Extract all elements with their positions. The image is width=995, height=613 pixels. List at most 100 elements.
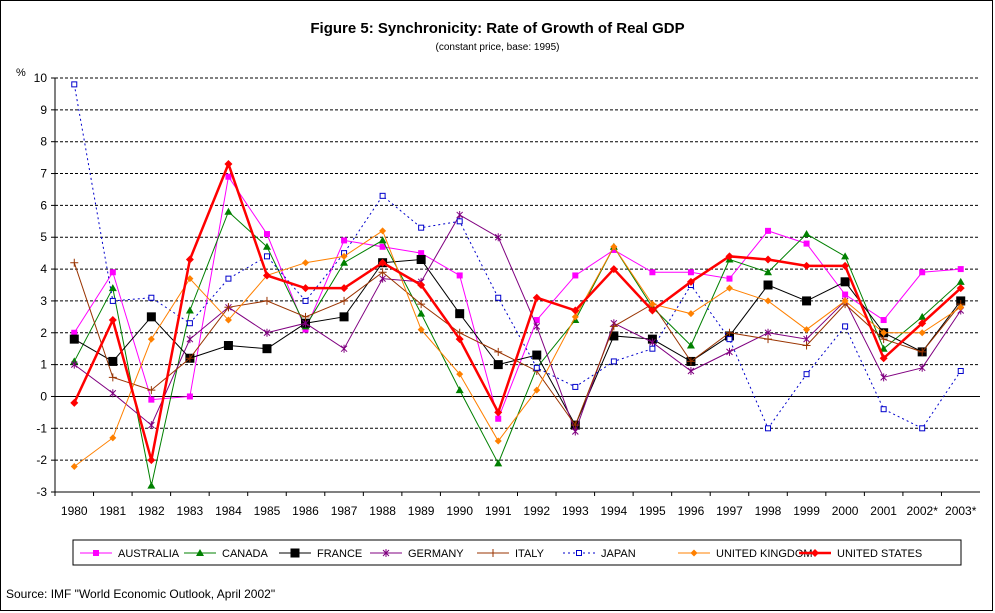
legend-label: GERMANY	[408, 548, 464, 560]
data-point-france	[108, 356, 118, 366]
data-point-france	[416, 255, 426, 265]
data-point-united-states	[532, 293, 541, 302]
y-tick-label: 1	[40, 358, 47, 372]
data-point-canada	[841, 252, 850, 260]
data-point-canada	[185, 306, 194, 314]
x-tick-label: 1987	[331, 504, 358, 518]
x-tick-label: 1982	[138, 504, 165, 518]
legend-swatch-marker	[811, 549, 819, 557]
x-tick-label: 1995	[639, 504, 666, 518]
data-point-australia	[572, 272, 579, 279]
data-point-australia	[649, 269, 656, 276]
data-point-germany	[533, 322, 541, 331]
data-point-australia	[456, 272, 463, 279]
data-point-united-kingdom	[648, 300, 656, 308]
data-point-canada	[417, 309, 426, 317]
data-point-japan	[148, 294, 155, 301]
data-point-united-states	[725, 252, 734, 261]
data-point-france	[802, 296, 812, 306]
data-point-united-states	[262, 271, 271, 280]
y-tick-label: -3	[36, 485, 47, 499]
x-tick-label: 1992	[523, 504, 550, 518]
data-point-italy	[224, 303, 233, 312]
legend-item-italy: ITALY	[477, 548, 545, 560]
y-axis-unit-label: %	[16, 67, 26, 79]
series-germany	[70, 210, 965, 436]
x-tick-label: 1989	[408, 504, 435, 518]
legend-swatch-marker	[576, 550, 582, 556]
series-line-italy	[73, 262, 962, 427]
data-point-germany	[918, 363, 926, 372]
data-point-united-states	[494, 408, 503, 417]
data-point-united-states	[841, 261, 850, 270]
data-point-germany	[726, 347, 733, 356]
data-point-canada	[764, 268, 773, 276]
data-point-australia	[186, 393, 193, 400]
chart-subtitle: (constant price, base: 1995)	[435, 42, 560, 53]
data-point-germany	[70, 360, 78, 369]
x-tick-label: 2003*	[945, 504, 977, 518]
y-tick-label: 10	[34, 71, 48, 85]
data-point-canada	[686, 341, 695, 349]
series-united-kingdom	[70, 227, 965, 471]
data-point-united-kingdom	[417, 326, 425, 334]
data-point-italy	[686, 357, 695, 366]
data-point-japan	[225, 275, 232, 282]
data-point-united-kingdom	[957, 303, 965, 311]
y-tick-label: -1	[36, 421, 47, 435]
data-point-united-kingdom	[610, 243, 618, 251]
data-point-italy	[609, 322, 618, 331]
data-point-germany	[456, 210, 464, 219]
data-point-australia	[919, 269, 926, 276]
data-point-united-states	[956, 284, 965, 293]
data-point-australia	[71, 329, 78, 336]
x-tick-label: 1985	[254, 504, 281, 518]
y-tick-label: 5	[40, 230, 47, 244]
data-point-japan	[765, 425, 772, 432]
x-tick-label: 2001	[870, 504, 897, 518]
data-point-canada	[802, 230, 811, 238]
data-point-japan	[957, 367, 964, 374]
legend: AUSTRALIA CANADA FRANCE GERMANY ITALY JAPAN UN…	[72, 539, 962, 566]
data-point-australia	[765, 227, 772, 234]
data-point-japan	[649, 345, 656, 352]
x-tick-label: 1994	[601, 504, 628, 518]
data-point-japan	[842, 323, 849, 330]
data-point-japan	[71, 81, 78, 88]
data-point-germany	[687, 366, 695, 375]
data-point-italy	[301, 312, 310, 321]
data-point-united-kingdom	[725, 284, 733, 292]
data-point-japan	[572, 383, 579, 390]
data-point-united-kingdom	[186, 275, 194, 283]
data-point-italy	[918, 347, 927, 356]
data-point-australia	[533, 317, 540, 324]
legend-label: JAPAN	[601, 548, 636, 560]
data-point-canada	[378, 236, 387, 244]
data-point-germany	[263, 328, 271, 337]
data-point-united-kingdom	[803, 326, 811, 334]
data-point-japan	[302, 297, 309, 304]
series-line-canada	[73, 210, 962, 486]
data-point-japan	[109, 297, 116, 304]
data-point-italy	[147, 386, 156, 395]
y-tick-label: 0	[40, 389, 47, 403]
y-tick-label: 3	[40, 294, 47, 308]
data-point-france	[493, 360, 503, 370]
data-point-canada	[147, 481, 156, 489]
data-point-united-states	[764, 255, 773, 264]
x-tick-label: 2002*	[907, 504, 939, 518]
data-point-united-states	[147, 456, 156, 465]
data-point-canada	[262, 242, 271, 250]
legend-swatch-marker	[93, 550, 99, 556]
x-tick-label: 1980	[61, 504, 88, 518]
series-line-france	[74, 259, 962, 427]
data-point-australia	[148, 396, 155, 403]
legend-item-united-kingdom: UNITED KINGDOM	[678, 548, 813, 560]
legend-swatch-marker	[196, 549, 204, 556]
legend-item-united-states: UNITED STATES	[799, 548, 922, 560]
data-point-france	[223, 341, 233, 351]
data-point-japan	[263, 253, 270, 260]
data-point-australia	[225, 173, 232, 180]
data-point-australia	[803, 240, 810, 247]
